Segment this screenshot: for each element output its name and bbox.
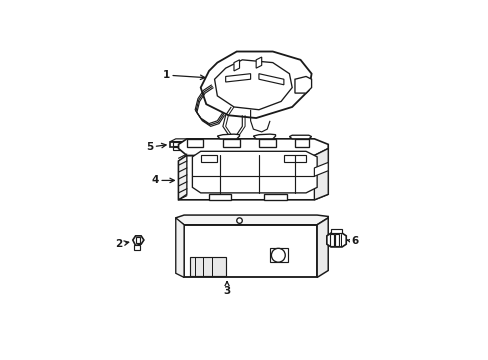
Bar <box>183 225 317 278</box>
Text: 6: 6 <box>346 237 357 246</box>
Polygon shape <box>195 143 203 146</box>
Polygon shape <box>294 76 311 93</box>
Polygon shape <box>329 234 333 246</box>
Polygon shape <box>330 229 342 233</box>
Polygon shape <box>284 156 305 162</box>
Text: 5: 5 <box>145 142 166 152</box>
Bar <box>186 139 203 147</box>
Polygon shape <box>217 134 239 139</box>
Polygon shape <box>326 233 346 247</box>
Polygon shape <box>170 139 211 141</box>
Polygon shape <box>133 236 143 246</box>
Polygon shape <box>170 141 206 147</box>
Polygon shape <box>317 218 327 278</box>
Polygon shape <box>233 60 239 71</box>
Polygon shape <box>178 156 186 200</box>
Polygon shape <box>253 134 275 139</box>
Bar <box>259 139 275 147</box>
Polygon shape <box>173 143 181 146</box>
Polygon shape <box>133 245 140 250</box>
Bar <box>269 248 287 262</box>
Polygon shape <box>173 147 181 150</box>
Circle shape <box>271 248 285 262</box>
Polygon shape <box>192 151 317 193</box>
Bar <box>223 139 239 147</box>
Polygon shape <box>136 237 140 243</box>
Circle shape <box>261 79 267 85</box>
Polygon shape <box>314 162 327 176</box>
Polygon shape <box>264 194 286 200</box>
Polygon shape <box>314 149 327 200</box>
Text: 4: 4 <box>151 175 174 185</box>
Polygon shape <box>259 74 284 85</box>
Polygon shape <box>256 57 261 68</box>
Polygon shape <box>200 51 311 118</box>
Polygon shape <box>208 194 231 200</box>
Polygon shape <box>225 74 250 82</box>
Text: 1: 1 <box>162 70 204 80</box>
Polygon shape <box>200 156 217 162</box>
Polygon shape <box>175 218 183 278</box>
Polygon shape <box>178 139 327 156</box>
Text: 2: 2 <box>115 239 128 249</box>
Bar <box>189 257 225 276</box>
Polygon shape <box>334 234 339 246</box>
Polygon shape <box>214 60 292 110</box>
Polygon shape <box>178 149 327 200</box>
Circle shape <box>236 218 242 223</box>
Polygon shape <box>289 135 311 139</box>
Polygon shape <box>183 143 192 146</box>
Circle shape <box>239 79 245 85</box>
Bar <box>294 139 308 147</box>
Text: 3: 3 <box>223 282 230 296</box>
Polygon shape <box>175 215 327 225</box>
